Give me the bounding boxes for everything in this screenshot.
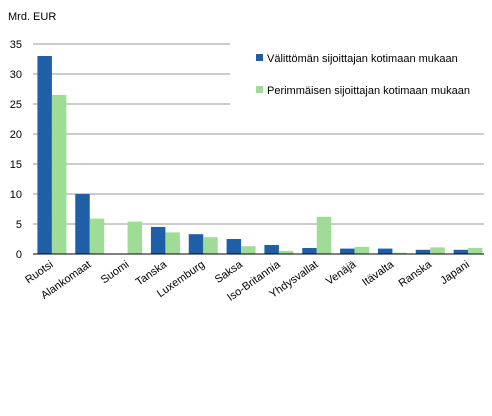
legend-entry: Perimmäisen sijoittajan kotimaan mukaan bbox=[267, 85, 470, 97]
y-tick-label: 10 bbox=[10, 189, 22, 201]
bar-perimmaisen-4 bbox=[203, 237, 218, 254]
bars bbox=[37, 56, 483, 254]
bar-perimmaisen-1 bbox=[89, 218, 105, 254]
bar-perimmaisen-2 bbox=[127, 221, 143, 254]
x-tick-label: Venäjä bbox=[324, 258, 359, 288]
bar-perimmaisen-9 bbox=[392, 252, 407, 254]
bar-valittoman-10 bbox=[415, 249, 431, 254]
y-tick-label: 5 bbox=[16, 219, 22, 231]
y-tick-label: 20 bbox=[10, 129, 22, 141]
bar-valittoman-3 bbox=[150, 227, 166, 254]
y-tick-labels: 0 5 10 15 20 25 30 35 bbox=[10, 39, 22, 261]
y-tick-label: 15 bbox=[10, 159, 22, 171]
bar-perimmaisen-11 bbox=[468, 248, 483, 254]
y-axis-unit-label: Mrd. EUR bbox=[8, 11, 56, 23]
bar-valittoman-8 bbox=[340, 248, 355, 254]
legend-swatch bbox=[256, 54, 263, 61]
x-tick-label: Japani bbox=[438, 259, 471, 287]
bar-valittoman-1 bbox=[75, 194, 90, 254]
x-tick-label: Saksa bbox=[213, 258, 246, 286]
x-tick-label: Itävalta bbox=[360, 258, 397, 289]
legend-swatch bbox=[256, 86, 263, 93]
y-tick-label: 35 bbox=[10, 39, 22, 51]
bar-valittoman-11 bbox=[453, 249, 469, 254]
legend-entry: Välittömän sijoittajan kotimaan mukaan bbox=[267, 53, 458, 65]
bar-perimmaisen-10 bbox=[430, 247, 445, 254]
bar-valittoman-0 bbox=[37, 56, 52, 254]
bar-perimmaisen-5 bbox=[241, 246, 256, 254]
bar-perimmaisen-8 bbox=[354, 246, 370, 254]
bar-valittoman-9 bbox=[377, 248, 393, 254]
y-tick-label: 0 bbox=[16, 249, 22, 261]
bar-valittoman-7 bbox=[302, 248, 317, 254]
x-tick-label: Ranska bbox=[397, 258, 435, 290]
legend: Välittömän sijoittajan kotimaan mukaan Pe… bbox=[256, 53, 470, 97]
bar-perimmaisen-3 bbox=[165, 232, 180, 254]
bar-valittoman-6 bbox=[264, 245, 279, 254]
y-tick-label: 30 bbox=[10, 69, 22, 81]
x-tick-label: Ruotsi bbox=[23, 259, 55, 287]
bar-perimmaisen-6 bbox=[278, 251, 294, 254]
gridlines bbox=[33, 43, 484, 225]
bar-perimmaisen-0 bbox=[51, 95, 67, 254]
x-tick-label: Suomi bbox=[99, 259, 131, 287]
bar-perimmaisen-7 bbox=[316, 216, 332, 254]
y-tick-label: 25 bbox=[10, 99, 22, 111]
bar-valittoman-5 bbox=[226, 239, 242, 254]
bar-valittoman-4 bbox=[188, 234, 204, 254]
